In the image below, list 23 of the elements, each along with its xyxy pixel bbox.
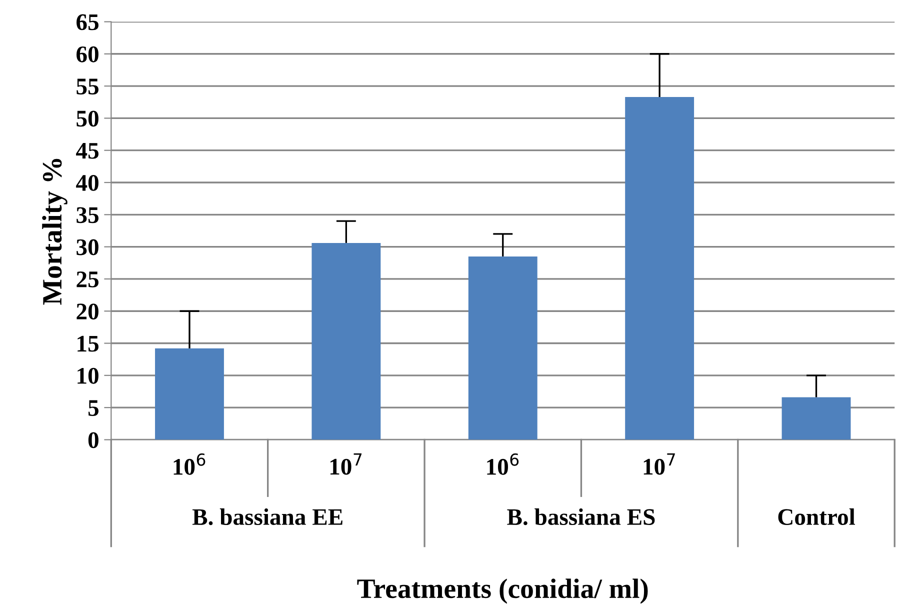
y-tick-label: 55	[76, 78, 98, 94]
x-tick-label: 10$^{6}$	[174, 453, 206, 475]
text: B. bassiana ES	[507, 508, 655, 526]
text: Control	[778, 508, 855, 526]
y-tick-label: 40	[76, 174, 98, 191]
y-tick-label: 50	[76, 110, 98, 127]
y-tick-label: 5	[88, 400, 98, 416]
y-tick-label: 0	[88, 432, 98, 448]
text: B. bassiana EE	[192, 508, 342, 526]
y-tick-label: 15	[78, 336, 98, 352]
y-tick-label: 20	[76, 304, 98, 320]
x-tick-label: 10$^{7}$	[330, 453, 362, 475]
y-tick-label: 45	[76, 143, 98, 159]
y-tick-label: 35	[76, 207, 98, 224]
y-tick-label: 30	[76, 239, 98, 256]
y-tick-label: 60	[76, 46, 98, 62]
x-tick-label: 10$^{7}$	[644, 453, 675, 475]
x-axis-title: Treatments (conidia/ ml)	[357, 578, 648, 604]
x-tick-label: 10$^{6}$	[487, 453, 519, 475]
y-tick-label: 65	[76, 14, 98, 30]
y-tick-label: 25	[76, 272, 98, 288]
y-axis-title: Mortality %	[42, 158, 68, 305]
y-tick-label: 10	[78, 368, 98, 384]
